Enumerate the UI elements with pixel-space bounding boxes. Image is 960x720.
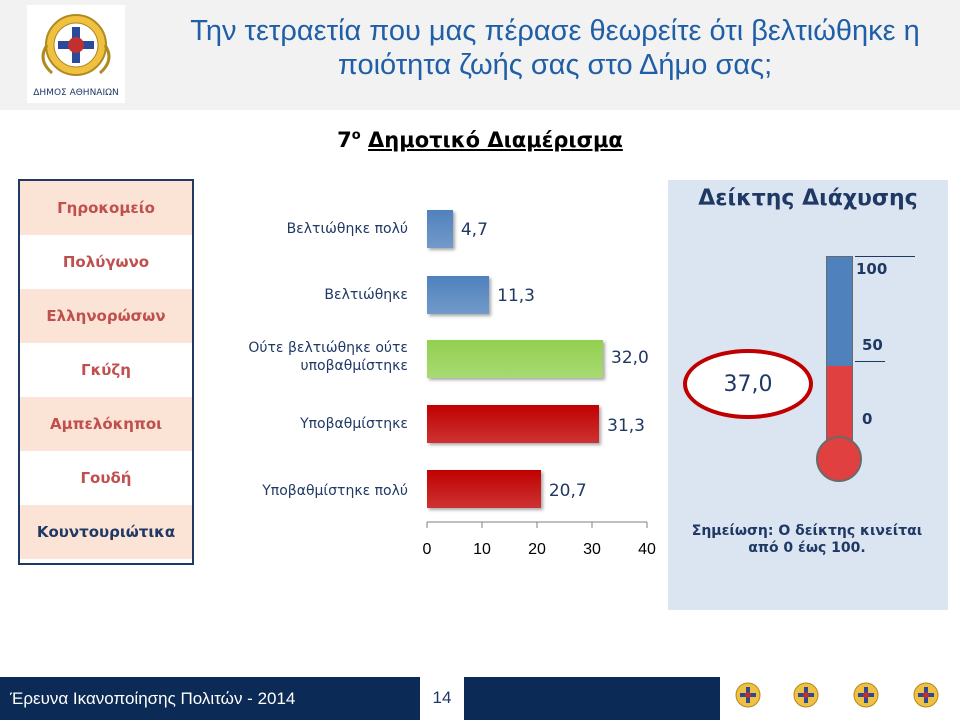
x-tick-label: 10 [473, 541, 491, 558]
bar-worsened [427, 405, 600, 443]
neighbourhood-item: Γκύζη [81, 361, 131, 379]
category-label: Υποβαθμίστηκε πολύ [262, 483, 408, 499]
x-tick-label: 30 [583, 541, 601, 558]
footer-survey-title: Έρευνα Ικανοποίησης Πολιτών - 2014 [10, 689, 296, 708]
neighbourhood-item: Αμπελόκηποι [20, 397, 192, 451]
municipality-logo: ΔΗΜΟΣ ΑΘΗΝΑΙΩΝ [27, 5, 125, 103]
footer-emblem-icon [735, 682, 761, 708]
district-number-suffix: ο [351, 128, 361, 143]
scale-label-0: 0 [862, 410, 873, 428]
page-number-box [420, 677, 464, 720]
page-number: 14 [432, 688, 452, 707]
category-label: Βελτιώθηκε [324, 287, 408, 303]
x-tick-label: 40 [638, 541, 656, 558]
index-note-line-1: Σημείωση: Ο δείκτης κινείται [691, 523, 923, 539]
footer-emblem-icon [853, 682, 879, 708]
neighbourhood-item: Γηροκομείο [20, 181, 192, 235]
neighbourhood-item: Πολύγωνο [62, 253, 150, 271]
bar-improved [427, 276, 490, 314]
footer-emblem-icon [913, 682, 939, 708]
footer-emblem-icon [793, 682, 819, 708]
logo-caption: ΔΗΜΟΣ ΑΘΗΝΑΙΩΝ [33, 88, 118, 98]
header-bar [0, 0, 960, 110]
bar-value-label: 20,7 [548, 481, 587, 501]
scale-line-100 [855, 256, 915, 257]
bar-value-label: 11,3 [497, 286, 535, 306]
municipality-emblem-icon: ΔΗΜΟΣ ΑΘΗΝΑΙΩΝ [33, 14, 119, 98]
neighbourhood-item: Κουντουριώτικα [20, 505, 192, 559]
district-name: Δημοτικό Διαμέρισμα [368, 128, 623, 152]
index-note: Σημείωση: Ο δείκτης κινείται από 0 έως 1… [672, 523, 942, 557]
district-subtitle: 7ο Δημοτικό Διαμέρισμα [0, 128, 960, 152]
category-label: Υποβαθμίστηκε [300, 416, 408, 432]
scale-line-50 [855, 361, 885, 362]
page-title-line-2: ποιότητα ζωής σας στο Δήμο σας; [337, 49, 773, 81]
neighbourhood-item: Γουδή [80, 469, 132, 487]
bar-value-label: 4,7 [460, 220, 488, 240]
diffusion-index-value: 37,0 [683, 349, 813, 419]
thermometer-level-fill [827, 365, 852, 448]
category-label: Ούτε βελτιώθηκε ούτε υποβαθμίστηκε [248, 340, 408, 374]
index-note-line-2: από 0 έως 100. [748, 540, 866, 556]
neighbourhood-list: Γηροκομείο Πολύγωνο Ελληνορώσων Γκύζη Αμ… [18, 179, 194, 565]
thermometer-upper-fill [827, 257, 852, 382]
x-tick-label: 0 [422, 541, 432, 558]
category-label: Βελτιώθηκε πολύ [286, 221, 408, 237]
bar-very-worsened [427, 470, 541, 508]
x-tick-label: 20 [528, 541, 546, 558]
bar-value-label: 31,3 [607, 416, 645, 436]
page-title-line-1: Την τετραετία που μας πέρασε θεωρείτε ότ… [190, 15, 920, 47]
page-title: Την τετραετία που μας πέρασε θεωρείτε ότ… [150, 14, 960, 82]
bar-very-improved [427, 210, 453, 248]
district-number: 7 [337, 128, 352, 152]
scale-label-100: 100 [856, 260, 888, 278]
scale-label-50: 50 [862, 336, 883, 354]
neighbourhood-item: Ελληνορώσων [20, 289, 192, 343]
bar-value-label: 32,0 [611, 348, 649, 368]
thermometer-bulb-icon [816, 436, 862, 482]
bar-neutral [427, 340, 603, 378]
diffusion-index-title: Δείκτης Διάχυσης [698, 186, 918, 211]
